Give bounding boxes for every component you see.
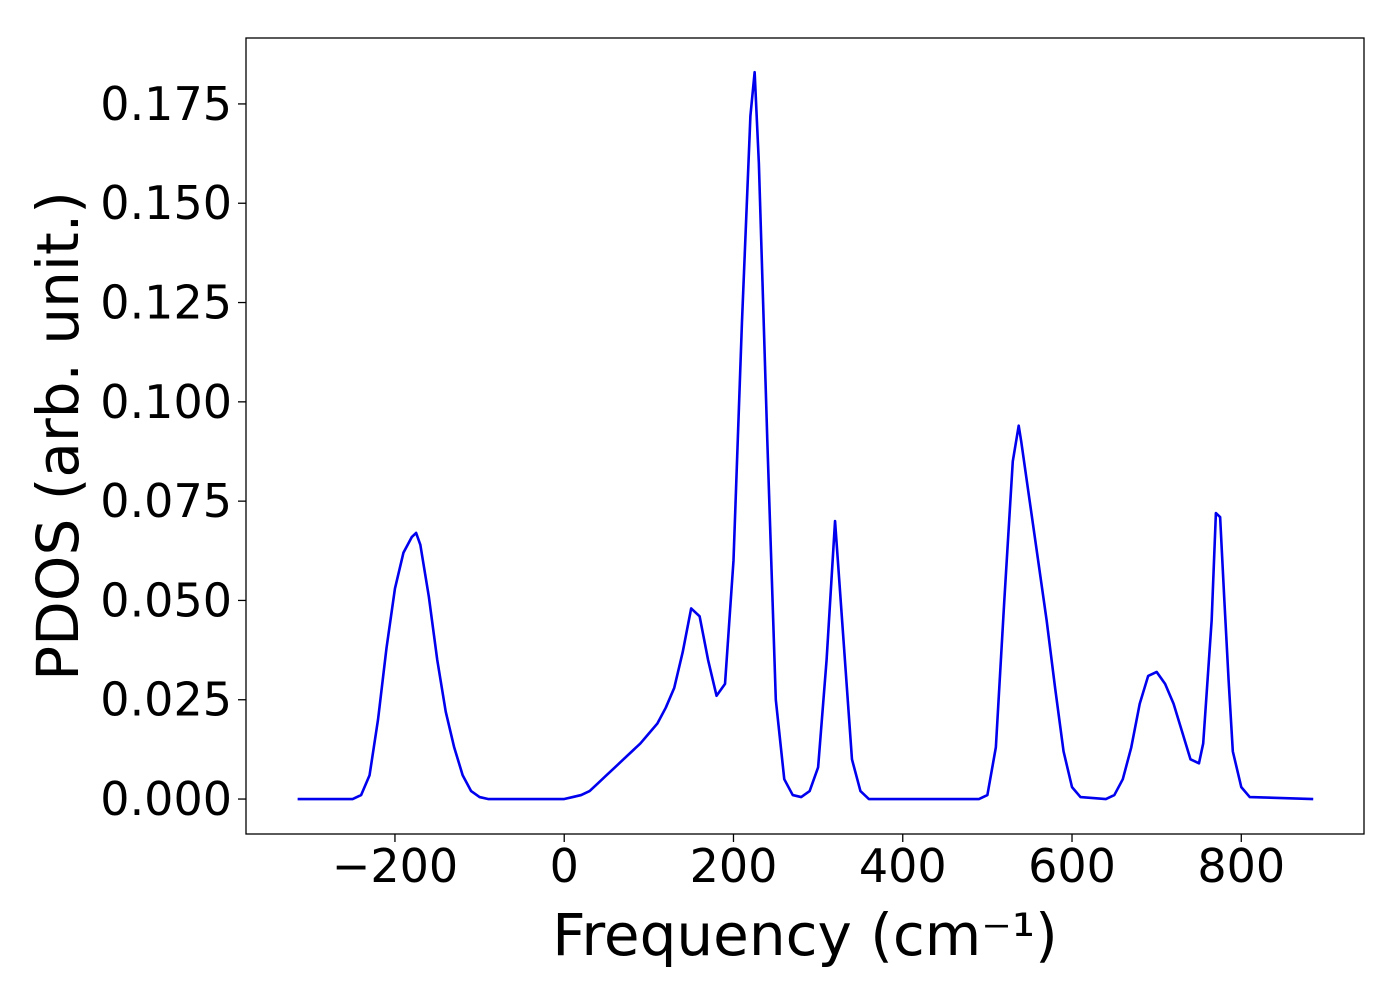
y-tick-label: 0.100	[100, 375, 232, 429]
plot-frame	[245, 37, 1365, 835]
y-tick-label: 0.175	[100, 77, 232, 131]
y-tick-label: 0.000	[100, 772, 232, 826]
x-tick-label: −200	[332, 839, 458, 893]
data-line	[297, 70, 1314, 801]
y-tick-label: 0.025	[100, 673, 232, 727]
x-tick-label: 800	[1197, 839, 1285, 893]
y-tick-label: 0.125	[100, 276, 232, 330]
x-tick-label: 200	[690, 839, 778, 893]
y-tick-label: 0.050	[100, 573, 232, 627]
y-axis-label: PDOS (arb. unit.)	[24, 191, 92, 681]
y-tick-label: 0.075	[100, 474, 232, 528]
x-tick-label: 0	[550, 839, 579, 893]
x-tick-label: 600	[1028, 839, 1116, 893]
y-tick-label: 0.150	[100, 176, 232, 230]
x-tick-label: 400	[859, 839, 947, 893]
x-axis-label: Frequency (cm⁻¹)	[552, 901, 1058, 969]
